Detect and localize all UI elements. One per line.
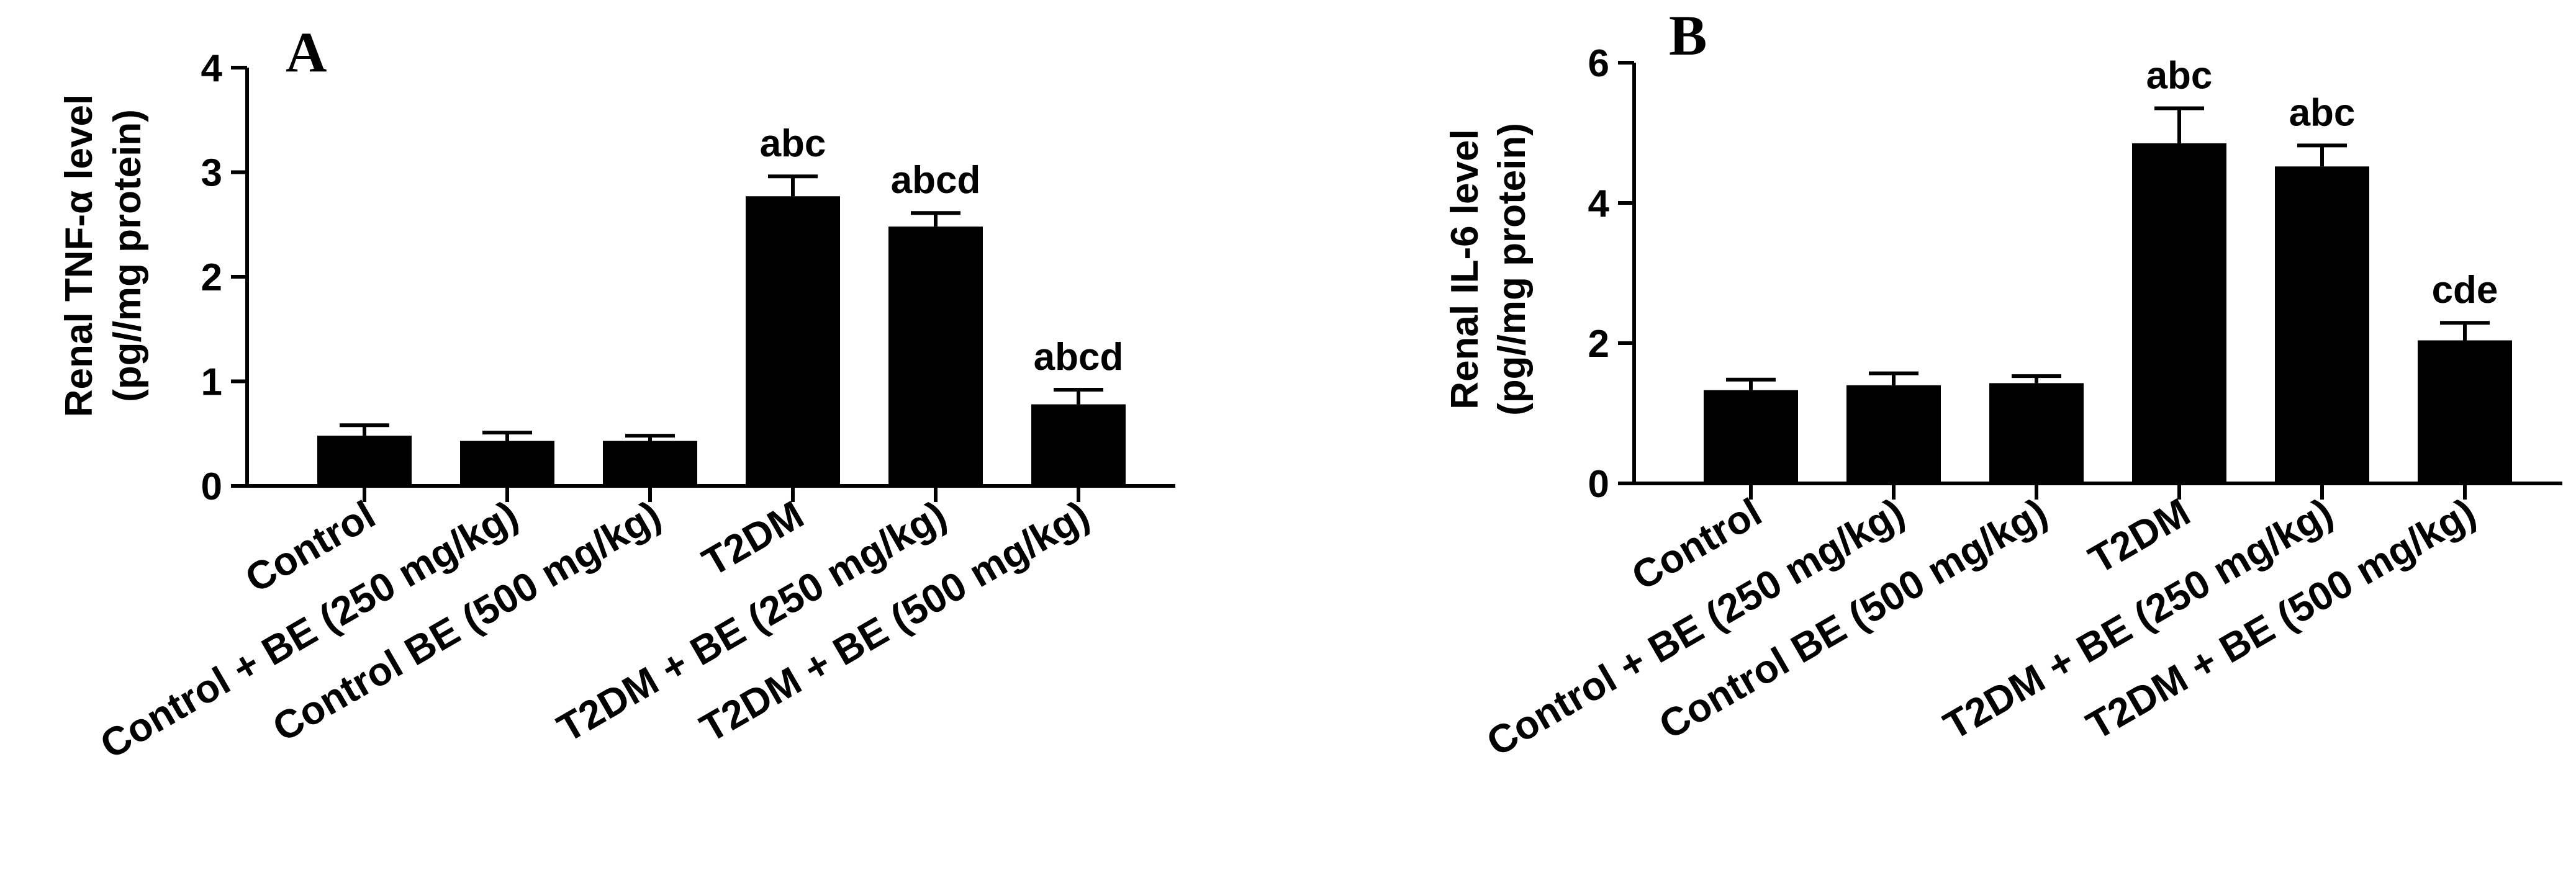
panel-b-control-bar bbox=[1704, 390, 1798, 483]
panel-a-y-tick-label: 2 bbox=[201, 256, 222, 299]
panel-b-control-be-500-mg-kg-bar bbox=[1989, 383, 2084, 483]
panel-a-y-tick-label: 0 bbox=[201, 465, 222, 508]
panel-b-t2dm-annotation: abc bbox=[2146, 54, 2213, 97]
panel-a-control-bar bbox=[317, 436, 412, 486]
panel-b-label: B bbox=[1669, 4, 1707, 67]
panel-a-label: A bbox=[286, 20, 327, 84]
panel-b: B Renal IL-6 level (pg//mg protein) 0 2 4 6… bbox=[1444, 4, 2562, 765]
panel-a-control-be-250-mg-kg-bar bbox=[460, 441, 554, 486]
panel-a-y-tick-label: 4 bbox=[201, 47, 223, 90]
panel-a-t2dm-be-250-mg-kg-bar bbox=[888, 226, 983, 486]
panel-b-t2dm-be-250-mg-kg-bar bbox=[2275, 166, 2369, 483]
panel-a-ylabel-line1: Renal TNF-α level bbox=[58, 94, 101, 417]
panel-b-ylabel-line1: Renal IL-6 level bbox=[1444, 129, 1486, 409]
panel-a-t2dm-be-250-mg-kg-annotation: abcd bbox=[891, 159, 981, 202]
panel-a-t2dm-x-label: T2DM bbox=[695, 492, 811, 585]
panel-a-y-tick-label: 3 bbox=[201, 152, 222, 195]
panel-b-t2dm-be-500-mg-kg-annotation: cde bbox=[2432, 269, 2498, 312]
panel-b-y-tick-label: 0 bbox=[1588, 463, 1609, 506]
panel-a-t2dm-be-500-mg-kg-bar bbox=[1031, 404, 1126, 486]
panel-a-ylabel-line2: (pg//mg protein) bbox=[106, 109, 149, 402]
panel-b-control-be-250-mg-kg-bar bbox=[1846, 385, 1941, 483]
panel-b-ylabel-line2: (pg//mg protein) bbox=[1491, 123, 1534, 416]
panel-a-t2dm-bar bbox=[746, 196, 840, 486]
panel-b-t2dm-be-500-mg-kg-bar bbox=[2418, 340, 2512, 483]
panel-b-y-tick-label: 2 bbox=[1588, 323, 1609, 366]
panel-b-y-tick-label: 6 bbox=[1588, 42, 1609, 85]
panel-a-t2dm-be-500-mg-kg-annotation: abcd bbox=[1034, 336, 1124, 379]
panel-b-y-tick-label: 4 bbox=[1588, 182, 1610, 225]
panel-a-control-be-500-mg-kg-bar bbox=[603, 441, 697, 486]
panel-a-y-tick-label: 1 bbox=[201, 361, 222, 404]
panel-b-t2dm-be-250-mg-kg-annotation: abc bbox=[2289, 91, 2356, 134]
panel-a-t2dm-annotation: abc bbox=[760, 122, 826, 165]
panel-b-t2dm-bar bbox=[2132, 143, 2226, 483]
panel-a: A Renal TNF-α level (pg//mg protein) 0 1 2… bbox=[58, 20, 1175, 768]
panel-b-t2dm-x-label: T2DM bbox=[2081, 490, 2197, 582]
